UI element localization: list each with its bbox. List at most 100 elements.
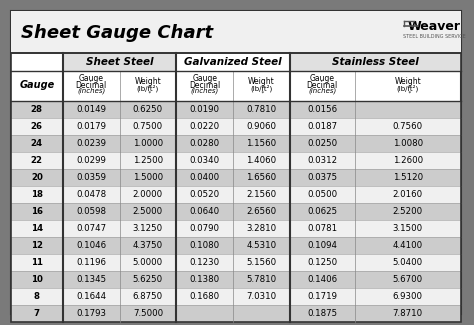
Text: Decimal: Decimal [307,81,338,90]
Text: 5.1560: 5.1560 [246,258,276,267]
Bar [11,135,461,152]
Text: 0.0500: 0.0500 [307,190,337,199]
Text: 0.0312: 0.0312 [307,156,337,165]
Text: 0.6250: 0.6250 [133,105,163,114]
Text: 4.3750: 4.3750 [133,241,163,250]
Text: 0.7560: 0.7560 [393,122,423,131]
Text: (inches): (inches) [191,88,219,95]
Bar [11,203,461,220]
Text: 7.0310: 7.0310 [246,292,276,301]
Bar [11,186,461,203]
Text: Stainless Steel: Stainless Steel [332,57,419,67]
Text: 12: 12 [31,241,43,250]
Bar [11,288,461,305]
Bar [11,152,461,169]
Text: Sheet Gauge Chart: Sheet Gauge Chart [21,24,213,42]
Text: 0.0280: 0.0280 [190,139,220,148]
Text: 1.2600: 1.2600 [393,156,423,165]
Text: 2.6560: 2.6560 [246,207,276,216]
Text: 7.8710: 7.8710 [393,309,423,318]
Text: 0.0149: 0.0149 [76,105,106,114]
Text: 0.0478: 0.0478 [76,190,106,199]
Text: 1.5120: 1.5120 [393,173,423,182]
Text: 0.1345: 0.1345 [76,275,106,284]
Text: 2.0000: 2.0000 [133,190,163,199]
Text: 0.7500: 0.7500 [133,122,163,131]
Text: 0.0625: 0.0625 [307,207,337,216]
Text: STEEL BUILDING SERVICE: STEEL BUILDING SERVICE [403,34,465,39]
Text: 0.1380: 0.1380 [190,275,220,284]
Text: 16: 16 [31,207,43,216]
Text: 0.1719: 0.1719 [307,292,337,301]
Text: 4.5310: 4.5310 [246,241,276,250]
Bar [11,101,461,118]
Text: 5.6700: 5.6700 [393,275,423,284]
Text: Gauge: Gauge [310,74,335,83]
Text: 10: 10 [31,275,43,284]
Text: Weight: Weight [135,77,161,86]
Text: *: * [258,91,264,96]
Text: 2.5200: 2.5200 [393,207,423,216]
Text: 22: 22 [31,156,43,165]
Bar [11,169,461,186]
Text: 0.1406: 0.1406 [307,275,337,284]
Text: 0.0190: 0.0190 [190,105,219,114]
Text: 26: 26 [31,122,43,131]
Text: 0.1793: 0.1793 [76,309,106,318]
Text: 0.0220: 0.0220 [190,122,220,131]
Text: Weight: Weight [248,77,275,86]
Text: (inches): (inches) [77,88,105,95]
Text: 0.0375: 0.0375 [307,173,337,182]
Text: 5.0400: 5.0400 [393,258,423,267]
Text: 1.0000: 1.0000 [133,139,163,148]
Text: 0.9060: 0.9060 [246,122,276,131]
Text: 0.1680: 0.1680 [190,292,220,301]
Text: 0.0156: 0.0156 [307,105,337,114]
Text: 11: 11 [31,258,43,267]
Text: 18: 18 [31,190,43,199]
Text: 0.0400: 0.0400 [190,173,220,182]
Text: 28: 28 [31,105,43,114]
Text: 0.0781: 0.0781 [307,224,337,233]
Text: 0.0187: 0.0187 [307,122,337,131]
Text: 0.1644: 0.1644 [76,292,106,301]
Text: 24: 24 [31,139,43,148]
Text: *: * [145,91,151,96]
Bar [11,254,461,271]
Text: 7: 7 [34,309,40,318]
Text: 0.0598: 0.0598 [76,207,106,216]
Text: Weight: Weight [394,77,421,86]
Text: 7.5000: 7.5000 [133,309,163,318]
Bar [11,53,461,322]
Text: 3.1500: 3.1500 [393,224,423,233]
Text: (lb/ft²): (lb/ft²) [250,84,273,92]
Text: 0.0640: 0.0640 [190,207,220,216]
Text: 2.5000: 2.5000 [133,207,163,216]
Bar [11,271,461,288]
Text: Galvanized Steel: Galvanized Steel [184,57,282,67]
Text: 0.1196: 0.1196 [76,258,106,267]
Text: 0.7810: 0.7810 [246,105,276,114]
Text: 6.9300: 6.9300 [393,292,423,301]
Text: Decimal: Decimal [75,81,107,90]
Bar [11,220,461,237]
Text: 0.0790: 0.0790 [190,224,219,233]
Text: 0.1250: 0.1250 [307,258,337,267]
Text: 2.1560: 2.1560 [246,190,276,199]
Text: 3.2810: 3.2810 [246,224,276,233]
Bar [11,305,461,322]
Text: 0.1230: 0.1230 [190,258,220,267]
Text: 1.0080: 1.0080 [393,139,423,148]
Text: Sheet Steel: Sheet Steel [86,57,153,67]
Bar [11,53,63,101]
Bar [290,53,461,71]
Text: 8: 8 [34,292,40,301]
Text: 5.0000: 5.0000 [133,258,163,267]
Bar [11,118,461,135]
Text: 0.0340: 0.0340 [190,156,220,165]
Bar [11,237,461,254]
Bar [11,11,461,53]
Text: *: * [405,91,411,96]
Text: 0.0239: 0.0239 [76,139,106,148]
Text: 4.4100: 4.4100 [393,241,423,250]
